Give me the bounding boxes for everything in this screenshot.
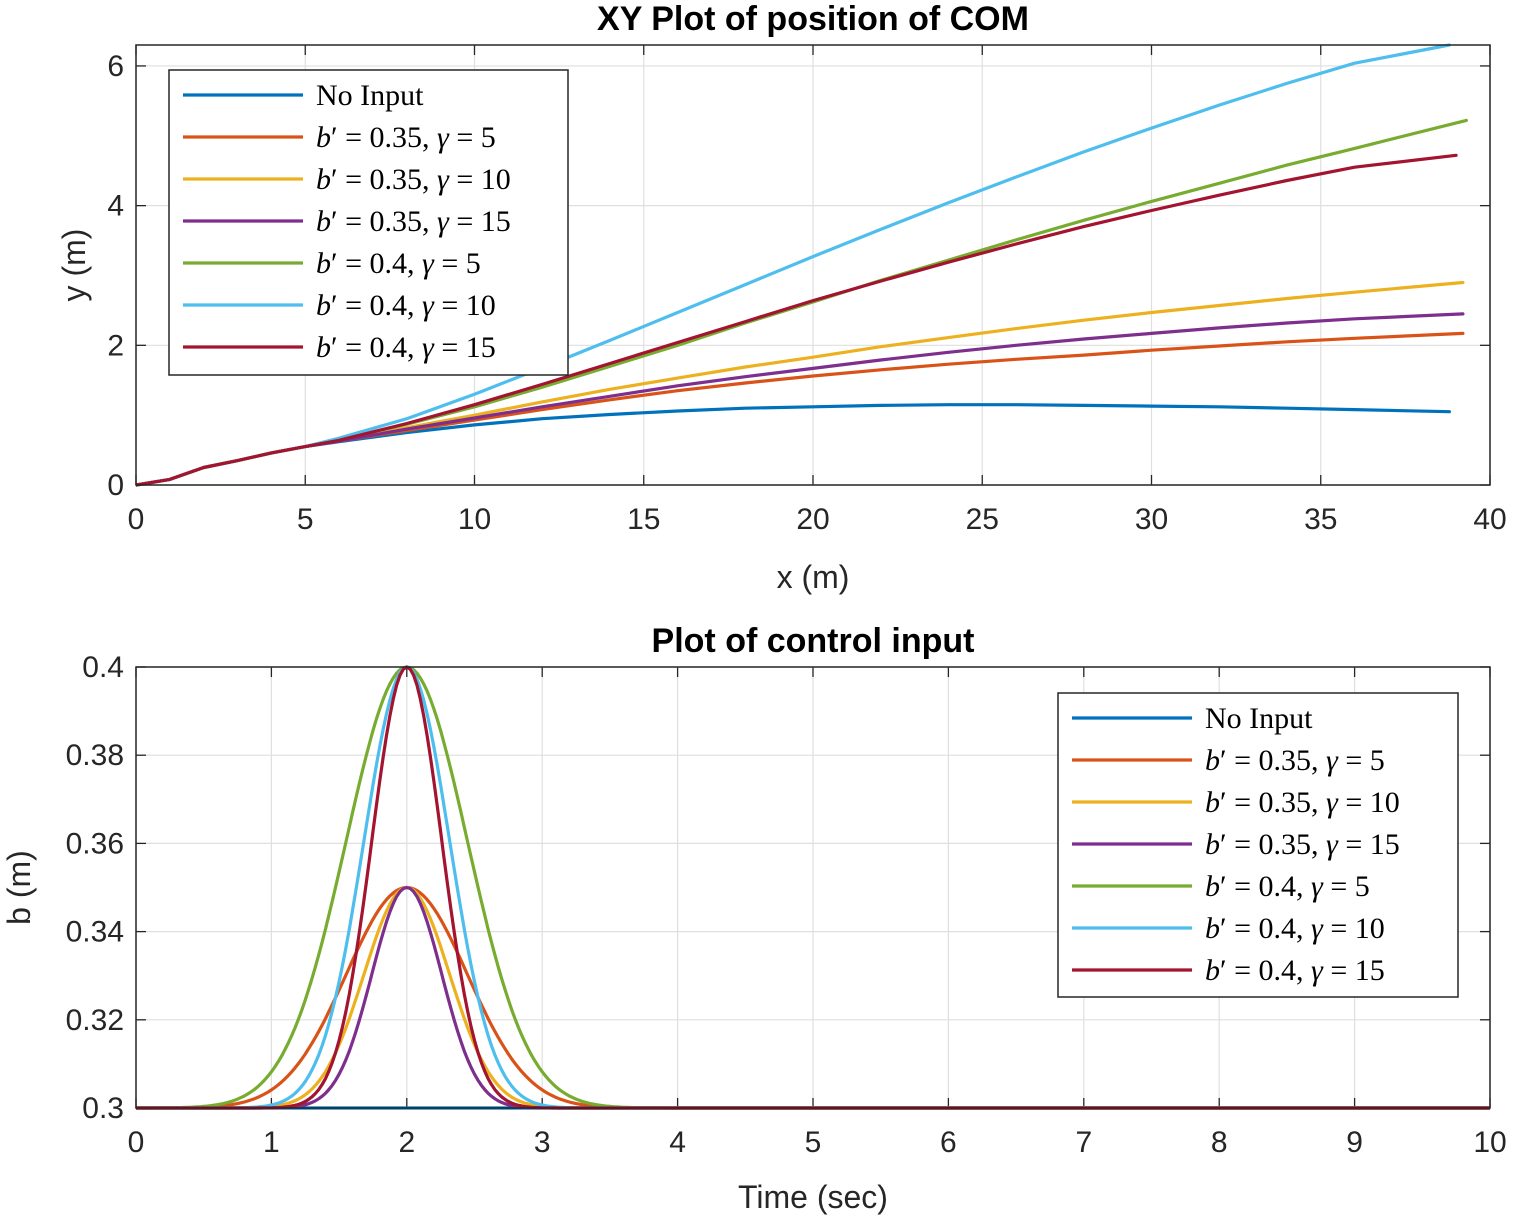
series-group [136,43,1468,487]
axes-box [135,666,1491,1109]
x-tick-label: 30 [1135,503,1168,536]
y-tick-label: 0.38 [66,739,124,772]
legend-label: b′ = 0.4, γ = 5 [316,247,481,280]
legend-label: b′ = 0.35, γ = 15 [1205,828,1400,861]
legend-label: b′ = 0.4, γ = 15 [316,331,496,364]
y-tick-label: 0 [107,469,124,502]
x-tick-label: 15 [627,503,660,536]
legend-label: No Input [316,79,424,112]
x-tick-label: 0 [128,1126,145,1159]
x-axis-label: x (m) [777,559,850,595]
x-tick-label: 35 [1304,503,1337,536]
legend-label: b′ = 0.35, γ = 5 [1205,744,1385,777]
series-line [136,153,1458,487]
legend-label: b′ = 0.4, γ = 10 [1205,912,1385,945]
legend-label: b′ = 0.35, γ = 10 [1205,786,1400,819]
chart-1: 0 5 10 15 20 25 30 35 40 0 2 4 6 XY Plot of position … [56,0,1507,595]
legend-label: b′ = 0.35, γ = 10 [316,163,511,196]
legend: No Input b′ = 0.35, γ = 5 b′ = 0.35, γ = 1… [168,69,569,376]
legend-label: b′ = 0.35, γ = 15 [316,205,511,238]
x-tick-label: 4 [669,1126,686,1159]
y-tick-label: 0.4 [82,651,124,684]
x-tick-label: 9 [1346,1126,1363,1159]
x-tick-label: 6 [940,1126,957,1159]
x-tick-label: 1 [263,1126,280,1159]
chart-2: 0 1 2 3 4 5 6 7 8 9 10 0.3 0.32 0.34 0.36 0.38 0.4 Plot o… [1,622,1507,1215]
x-axis-label: Time (sec) [738,1179,888,1215]
legend-label: b′ = 0.4, γ = 5 [1205,870,1370,903]
y-tick-label: 0.3 [82,1092,124,1125]
axes-box [135,44,1491,486]
x-tick-label: 5 [297,503,314,536]
x-tick-label: 5 [805,1126,822,1159]
x-tick-label: 3 [534,1126,551,1159]
y-tick-label: 4 [107,190,124,223]
chart-title: XY Plot of position of COM [597,0,1029,38]
legend: No Input b′ = 0.35, γ = 5 b′ = 0.35, γ = 1… [1057,692,1459,998]
x-tick-label: 10 [458,503,491,536]
x-tick-label: 7 [1075,1126,1092,1159]
chart-title: Plot of control input [652,622,975,660]
y-tick-label: 0.36 [66,827,124,860]
y-axis-label: y (m) [56,229,92,302]
y-tick-label: 6 [107,50,124,83]
x-tick-label: 0 [128,503,145,536]
y-axis-label: b (m) [1,850,37,925]
legend-label: b′ = 0.4, γ = 15 [1205,954,1385,987]
y-tick-label: 0.32 [66,1004,124,1037]
legend-label: b′ = 0.35, γ = 5 [316,121,496,154]
x-tick-label: 10 [1473,1126,1506,1159]
x-tick-label: 40 [1473,503,1506,536]
y-tick-label: 0.34 [66,916,124,949]
x-tick-label: 20 [796,503,829,536]
legend-label: No Input [1205,702,1313,735]
legend-label: b′ = 0.4, γ = 10 [316,289,496,322]
x-tick-label: 25 [966,503,999,536]
y-tick-label: 2 [107,329,124,362]
x-tick-label: 8 [1211,1126,1228,1159]
x-tick-label: 2 [398,1126,415,1159]
